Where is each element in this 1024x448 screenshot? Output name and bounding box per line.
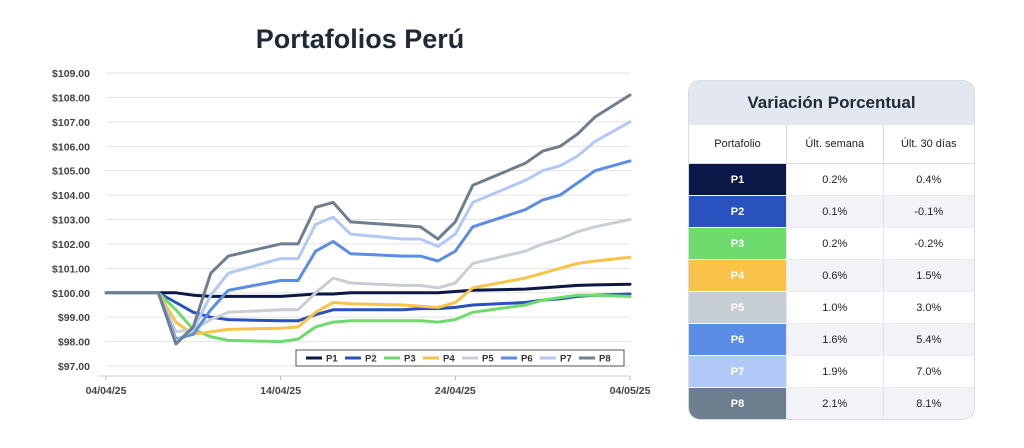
y-tick-label: $97.00	[58, 361, 90, 373]
portfolio-name-cell: P8	[689, 387, 787, 419]
y-tick-label: $104.00	[52, 190, 90, 202]
table-row: P6 1.6% 5.4%	[689, 323, 974, 356]
grid-layer	[106, 72, 630, 367]
legend-box	[295, 349, 625, 367]
y-tick-label: $109.00	[52, 68, 90, 80]
week-change-cell: 1.6%	[786, 323, 884, 356]
portfolio-name-cell: P7	[689, 355, 787, 388]
table-row: P2 0.1% -0.1%	[689, 195, 974, 228]
portfolio-name-cell: P1	[689, 163, 787, 196]
week-change-cell: 0.2%	[786, 163, 884, 196]
week-change-cell: 2.1%	[786, 387, 884, 419]
variation-table: Portafolio Últ. semana Últ. 30 días P1 0.…	[689, 125, 974, 419]
week-change-cell: 0.6%	[786, 259, 884, 292]
legend-label: P3	[404, 354, 416, 365]
x-tick-label: 14/04/25	[260, 385, 301, 397]
line-chart: $97.00 $98.00 $99.00 $100.00 $101.00 $102.00 $…	[52, 68, 651, 397]
y-tick-label: $100.00	[52, 288, 90, 300]
series-line-p4	[104, 255, 632, 336]
y-tick-label: $103.00	[52, 215, 90, 227]
week-change-cell: 0.2%	[786, 227, 884, 260]
legend-label: P7	[560, 354, 572, 365]
chart-title: Portafolios Perú	[255, 24, 465, 54]
series-line-p6	[104, 159, 632, 341]
legend-label: P1	[326, 354, 338, 365]
table-row: P4 0.6% 1.5%	[689, 259, 974, 292]
series-line-p2	[104, 291, 632, 323]
y-tick-label: $98.00	[58, 337, 90, 349]
y-tick-label: $102.00	[52, 239, 90, 251]
week-change-cell: 1.9%	[786, 355, 884, 388]
y-tick-label: $106.00	[52, 141, 90, 153]
header-portafolio: Portafolio	[689, 125, 787, 164]
portfolio-name-cell: P2	[689, 195, 787, 228]
variation-table-card: Variación Porcentual Portafolio Últ. sem…	[688, 80, 975, 420]
legend-label: P8	[599, 354, 611, 365]
month-change-cell: 8.1%	[883, 387, 974, 419]
series-layer	[104, 93, 632, 346]
portfolio-name-cell: P5	[689, 291, 787, 324]
table-body: P1 0.2% 0.4% P2 0.1% -0.1% P3 0.2% -0.2% P4 0.6% 1.…	[689, 163, 974, 419]
table-row: P3 0.2% -0.2%	[689, 227, 974, 260]
header-week: Últ. semana	[786, 125, 884, 164]
portfolio-name-cell: P6	[689, 323, 787, 356]
x-tick-label: 04/05/25	[610, 385, 651, 397]
month-change-cell: 1.5%	[883, 259, 974, 292]
series-line-p7	[104, 120, 632, 344]
month-change-cell: 3.0%	[883, 291, 974, 324]
header-month: Últ. 30 días	[883, 125, 974, 164]
legend-label: P2	[365, 354, 377, 365]
table-row: P5 1.0% 3.0%	[689, 291, 974, 324]
legend-label: P6	[521, 354, 533, 365]
month-change-cell: 7.0%	[883, 355, 974, 388]
table-row: P7 1.9% 7.0%	[689, 355, 974, 388]
month-change-cell: -0.1%	[883, 195, 974, 228]
x-tick-label: 04/04/25	[86, 385, 127, 397]
legend-label: P4	[443, 354, 455, 365]
month-change-cell: -0.2%	[883, 227, 974, 260]
legend: P1 P2 P3 P4 P5 P6 P7 P8	[295, 349, 625, 367]
y-tick-label: $107.00	[52, 117, 90, 129]
y-tick-label: $101.00	[52, 263, 90, 275]
y-tick-label: $108.00	[52, 92, 90, 104]
series-line-p8	[104, 93, 632, 346]
month-change-cell: 5.4%	[883, 323, 974, 356]
series-line-p1	[104, 282, 632, 298]
portfolio-name-cell: P4	[689, 259, 787, 292]
table-header-row: Portafolio Últ. semana Últ. 30 días	[689, 125, 974, 164]
month-change-cell: 0.4%	[883, 163, 974, 196]
table-title: Variación Porcentual	[689, 81, 974, 125]
y-tick-label: $105.00	[52, 166, 90, 178]
y-tick-label: $99.00	[58, 312, 90, 324]
table-row: P1 0.2% 0.4%	[689, 163, 974, 196]
axis-layer: $97.00 $98.00 $99.00 $100.00 $101.00 $102.00 $…	[52, 68, 651, 397]
week-change-cell: 0.1%	[786, 195, 884, 228]
x-tick-label: 24/04/25	[435, 385, 476, 397]
legend-label: P5	[482, 354, 494, 365]
portfolio-name-cell: P3	[689, 227, 787, 260]
table-row: P8 2.1% 8.1%	[689, 387, 974, 419]
week-change-cell: 1.0%	[786, 291, 884, 324]
